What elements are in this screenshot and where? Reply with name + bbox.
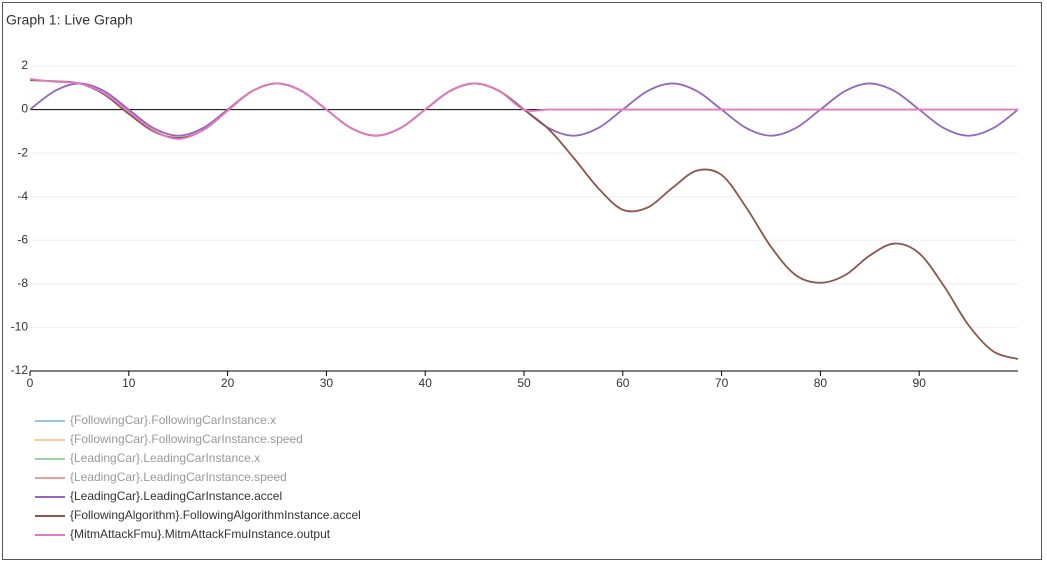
legend-label[interactable]: {FollowingCar}.FollowingCarInstance.x: [70, 413, 276, 427]
legend-label[interactable]: {MitmAttackFmu}.MitmAttackFmuInstance.ou…: [70, 527, 331, 541]
series-line: [29, 78, 1018, 140]
y-tick-label: -10: [11, 320, 29, 334]
x-tick-label: 10: [122, 376, 136, 390]
x-tick-label: 40: [419, 376, 433, 390]
chart-title: Graph 1: Live Graph: [6, 12, 133, 28]
legend-label[interactable]: {FollowingAlgorithm}.FollowingAlgorithmI…: [70, 508, 361, 522]
legend-label[interactable]: {FollowingCar}.FollowingCarInstance.spee…: [70, 432, 303, 446]
x-tick-label: 0: [27, 376, 34, 390]
y-tick-label: -6: [17, 232, 28, 246]
x-tick-label: 70: [715, 376, 729, 390]
x-tick-label: 90: [913, 376, 927, 390]
y-tick-label: -12: [11, 363, 29, 377]
x-tick-label: 20: [221, 376, 235, 390]
legend-label[interactable]: {LeadingCar}.LeadingCarInstance.x: [70, 451, 260, 465]
legend-label[interactable]: {LeadingCar}.LeadingCarInstance.speed: [70, 470, 287, 484]
series-line: [29, 79, 1019, 360]
x-tick-label: 30: [320, 376, 334, 390]
x-tick-label: 60: [616, 376, 630, 390]
y-tick-label: 0: [21, 102, 28, 116]
y-tick-label: -8: [17, 276, 28, 290]
y-tick-label: -2: [17, 145, 28, 159]
x-tick-label: 50: [517, 376, 531, 390]
y-tick-label: 2: [21, 58, 28, 72]
y-tick-label: -4: [17, 189, 28, 203]
x-tick-label: 80: [814, 376, 828, 390]
legend-label[interactable]: {LeadingCar}.LeadingCarInstance.accel: [70, 489, 282, 503]
